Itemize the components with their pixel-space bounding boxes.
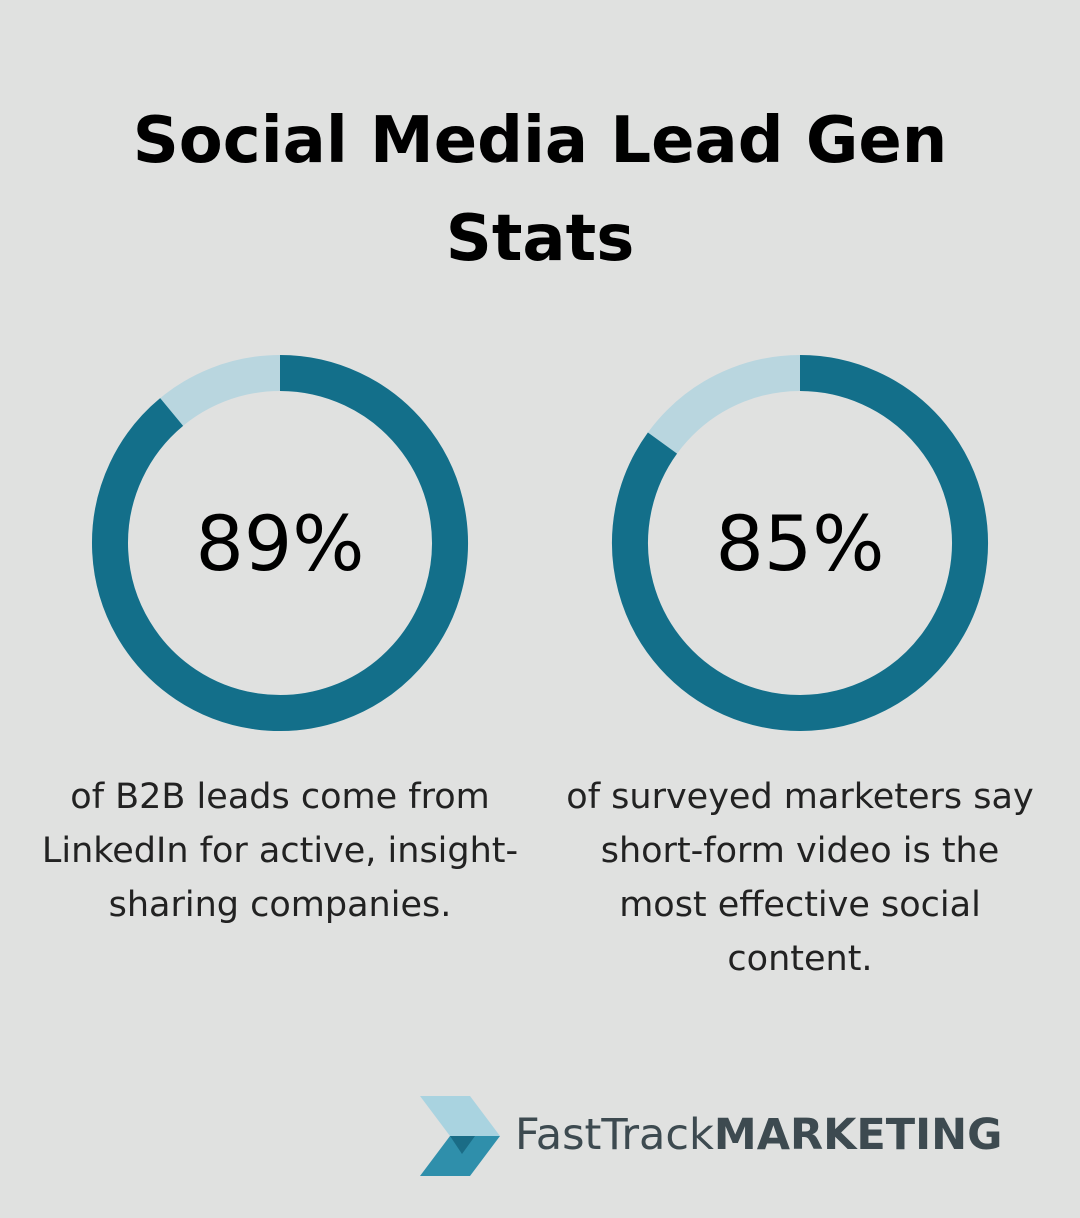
logo-shape <box>420 1096 500 1136</box>
logo-icon <box>420 1096 500 1176</box>
donut-arc <box>612 355 988 731</box>
caption: of B2B leads come from LinkedIn for acti… <box>41 777 519 925</box>
logo-shape <box>420 1136 500 1176</box>
value-label: 85% <box>716 499 885 588</box>
title: Social Media Lead Gen Stats <box>132 104 948 276</box>
charts: 89% 85% <box>92 355 988 731</box>
value-label: 89% <box>196 499 365 588</box>
donut-arc <box>92 355 468 731</box>
caption: of surveyed marketers say short-form vid… <box>566 777 1034 979</box>
logo-shape <box>450 1136 475 1154</box>
logo-bold: MARKETING <box>713 1110 1003 1160</box>
logo-text: FastTrackMARKETING <box>515 1110 1002 1160</box>
logo-light: FastTrack <box>515 1110 714 1160</box>
